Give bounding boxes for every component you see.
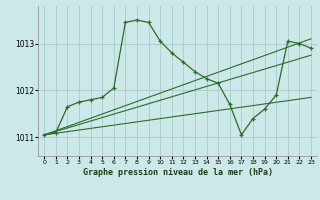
X-axis label: Graphe pression niveau de la mer (hPa): Graphe pression niveau de la mer (hPa) xyxy=(83,168,273,177)
